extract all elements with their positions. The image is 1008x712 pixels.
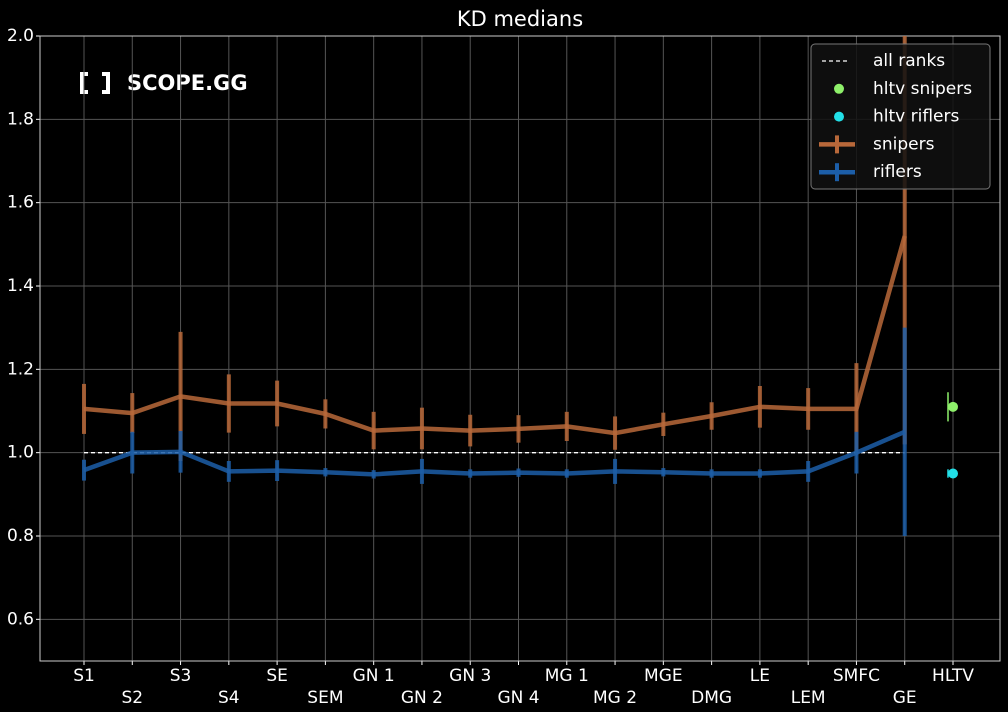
y-tick-label: 1.0: [7, 443, 34, 463]
x-tick-label: LE: [750, 666, 770, 686]
x-tick-label: MG 1: [545, 666, 589, 686]
x-tick-label: GE: [893, 688, 917, 708]
x-tick-label: HLTV: [932, 666, 974, 686]
legend-label: hltv snipers: [873, 79, 972, 99]
y-tick-label: 2.0: [7, 26, 34, 46]
point: [948, 468, 958, 479]
y-tick-label: 1.2: [7, 359, 34, 379]
legend: all ranks hltv snipers hltv riflers snipers…: [810, 43, 991, 190]
x-tick-label: DMG: [691, 688, 732, 708]
y-tick-label: 1.6: [7, 193, 34, 213]
x-tick-label: GN 4: [497, 688, 539, 708]
x-tick-label: MG 2: [593, 688, 637, 708]
x-tick-label: LEM: [791, 688, 826, 708]
x-tick-label: S3: [170, 666, 192, 686]
y-tick-label: 1.4: [7, 276, 34, 296]
legend-label: riflers: [873, 162, 922, 182]
x-tick-label: S4: [218, 688, 240, 708]
legend-label: snipers: [873, 134, 935, 154]
x-tick-label: GN 3: [449, 666, 491, 686]
series-line: [83, 429, 906, 477]
legend-label: all ranks: [873, 51, 945, 71]
logo-text: SCOPE.GG: [127, 71, 248, 95]
y-tick-label: 1.8: [7, 109, 34, 129]
chart-title: KD medians: [457, 7, 583, 31]
logo-icon: [80, 72, 110, 94]
x-tick-label: GN 1: [353, 666, 395, 686]
x-tick-label: GN 2: [401, 688, 443, 708]
series-line: [83, 235, 907, 436]
x-tick-label: SE: [266, 666, 288, 686]
point: [948, 401, 958, 412]
x-tick-label: S1: [73, 666, 95, 686]
legend-swatch: [834, 111, 844, 122]
logo: SCOPE.GG: [80, 71, 248, 95]
x-tick-label: MGE: [644, 666, 683, 686]
legend-label: hltv riflers: [873, 107, 959, 127]
x-tick-label: SEM: [307, 688, 343, 708]
plot-area: [82, 36, 958, 536]
x-tick-label: SMFC: [833, 666, 880, 686]
legend-box: [810, 43, 991, 190]
y-tick-label: 0.6: [7, 609, 34, 629]
x-tick-label: S2: [121, 688, 143, 708]
y-tick-label: 0.8: [7, 526, 34, 546]
legend-swatch: [834, 83, 844, 94]
plot-frame: [39, 35, 1001, 662]
